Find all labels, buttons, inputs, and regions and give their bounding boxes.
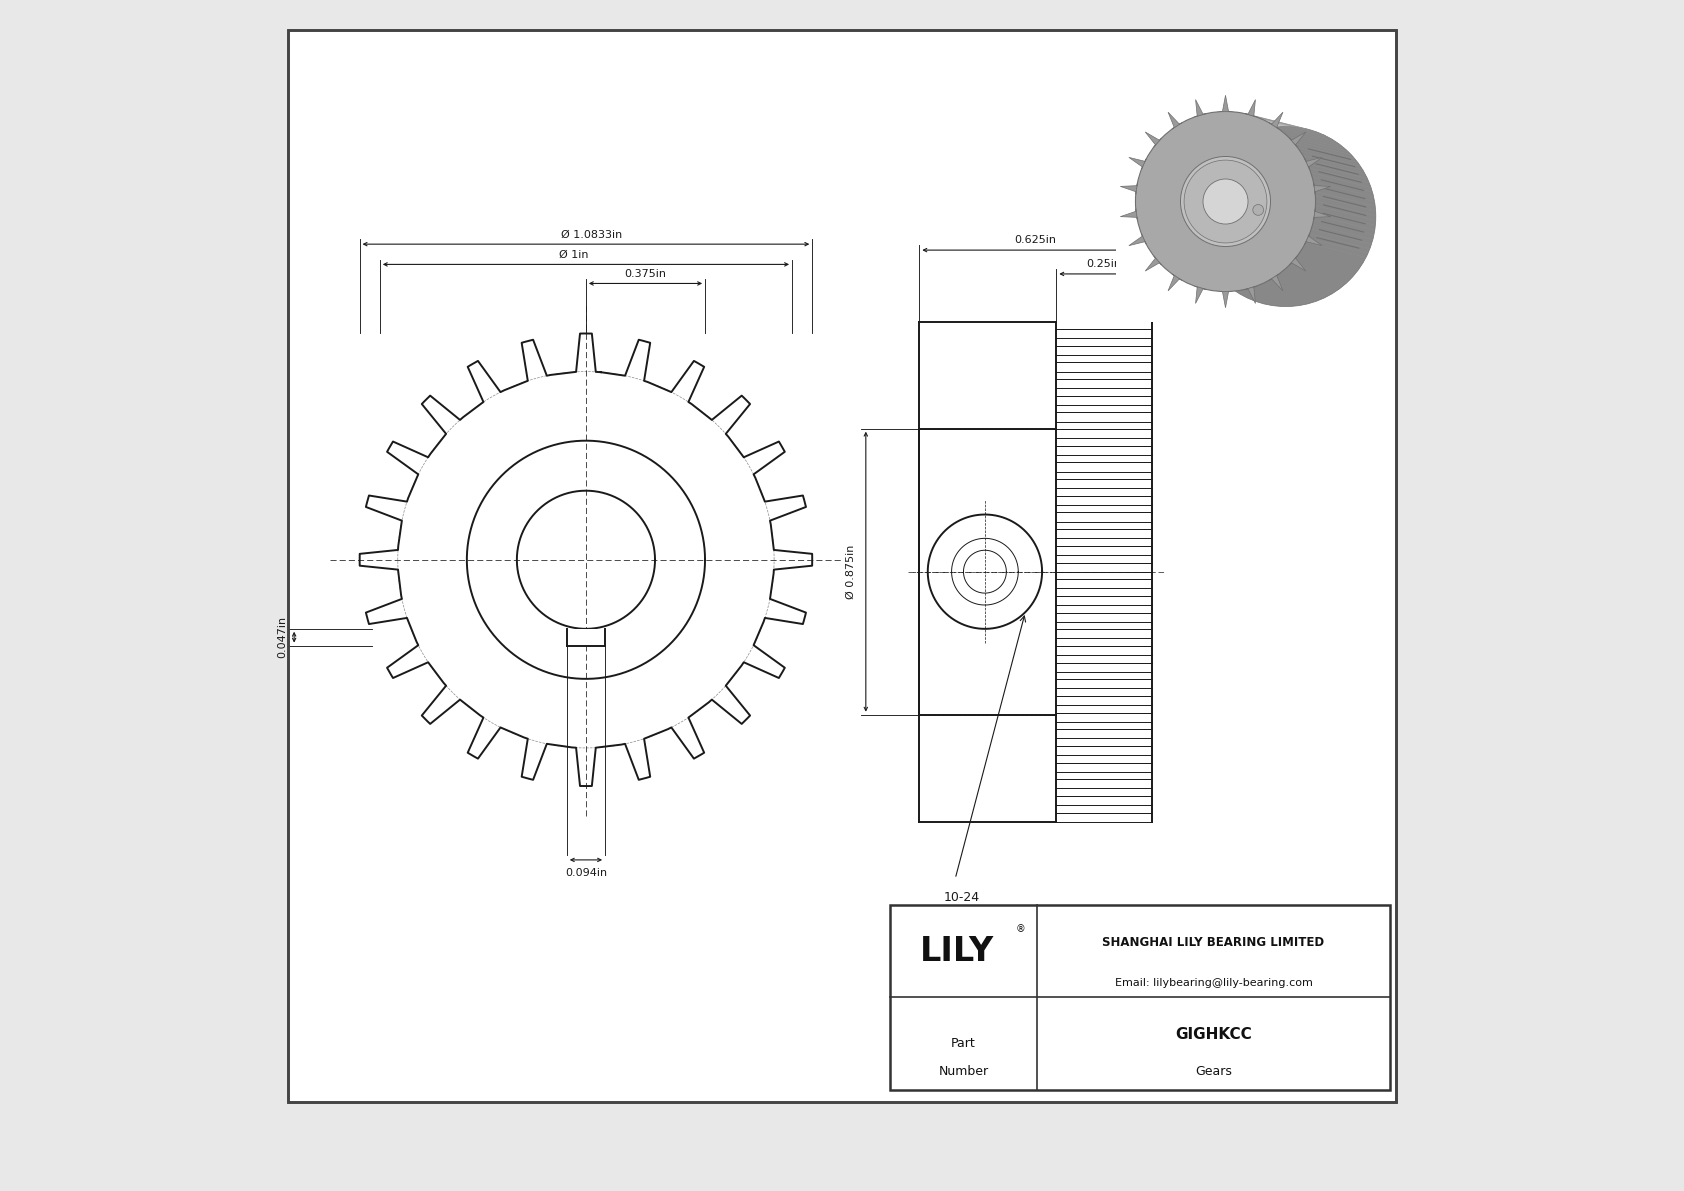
Polygon shape [1120, 208, 1137, 220]
Text: 0.047in: 0.047in [276, 616, 286, 659]
Text: SHANGHAI LILY BEARING LIMITED: SHANGHAI LILY BEARING LIMITED [1103, 936, 1325, 948]
Circle shape [1202, 179, 1248, 224]
Polygon shape [1244, 286, 1256, 304]
Text: Ø 1in: Ø 1in [559, 250, 589, 260]
Polygon shape [1219, 95, 1231, 112]
Text: Ø 0.875in: Ø 0.875in [847, 544, 855, 599]
Text: Number: Number [938, 1065, 989, 1078]
Text: Part: Part [951, 1037, 975, 1050]
Bar [568, 629, 605, 646]
Text: LILY: LILY [921, 935, 995, 968]
Polygon shape [1314, 183, 1330, 194]
Bar [1116, 71, 1389, 322]
Polygon shape [1270, 112, 1283, 129]
Circle shape [1253, 205, 1263, 216]
Polygon shape [1290, 256, 1305, 272]
Circle shape [1184, 160, 1266, 243]
Text: Ø 1.0833in: Ø 1.0833in [561, 230, 623, 239]
Polygon shape [1145, 256, 1162, 272]
Text: 0.375in: 0.375in [625, 269, 667, 279]
Polygon shape [1128, 233, 1147, 245]
Text: GIGHKCC: GIGHKCC [1175, 1027, 1251, 1042]
Text: 10-24: 10-24 [943, 891, 980, 904]
Circle shape [1196, 126, 1376, 306]
Text: Gears: Gears [1196, 1065, 1233, 1078]
Text: ®: ® [1015, 924, 1026, 934]
Text: 0.25in: 0.25in [1086, 260, 1122, 269]
Polygon shape [1120, 183, 1137, 194]
Polygon shape [1145, 132, 1162, 146]
Bar [889, 905, 1389, 1090]
Polygon shape [1290, 132, 1305, 146]
Polygon shape [1314, 208, 1330, 220]
Circle shape [1135, 112, 1315, 292]
Polygon shape [1194, 100, 1206, 117]
Text: 0.094in: 0.094in [564, 868, 606, 878]
Circle shape [1180, 156, 1270, 247]
Text: Email: lilybearing@lily-bearing.com: Email: lilybearing@lily-bearing.com [1115, 978, 1312, 987]
Polygon shape [1305, 157, 1322, 169]
Polygon shape [1270, 274, 1283, 291]
Text: 0.625in: 0.625in [1014, 236, 1056, 245]
Polygon shape [1219, 292, 1231, 307]
Polygon shape [1169, 274, 1182, 291]
Polygon shape [1169, 112, 1182, 129]
Polygon shape [1244, 100, 1256, 117]
Polygon shape [1194, 286, 1206, 304]
Polygon shape [1305, 233, 1322, 245]
Polygon shape [1128, 157, 1147, 169]
